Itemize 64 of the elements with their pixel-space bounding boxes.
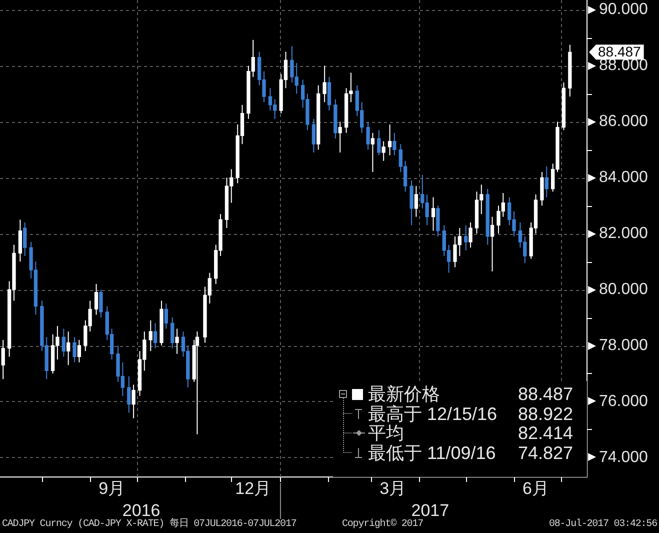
- candlestick: [62, 328, 66, 358]
- candlestick: [195, 331, 200, 435]
- candlestick: [18, 219, 22, 262]
- candlestick: [23, 222, 27, 256]
- candlestick: [431, 196, 436, 232]
- annotation: 最高于 12/15/16: [368, 404, 498, 424]
- annotation: 平均: [368, 423, 404, 443]
- annotation: 88.487: [518, 384, 573, 404]
- candlestick: [338, 121, 342, 153]
- candlestick: [1, 339, 5, 380]
- candlestick: [388, 124, 392, 156]
- candlestick: [164, 303, 168, 330]
- candlestick: [382, 140, 386, 162]
- y-tick-label: 76.000: [599, 392, 648, 410]
- candlestick: [544, 166, 548, 198]
- y-tick-label: 82.000: [599, 225, 648, 242]
- candlestick: [414, 186, 418, 218]
- x2-tick-label: 2017: [411, 500, 450, 520]
- x-tick-label: 6月: [522, 478, 549, 498]
- candlestick: [366, 121, 370, 150]
- candlestick: [490, 216, 494, 272]
- candlestick: [175, 328, 179, 354]
- candlestick: [540, 172, 544, 206]
- candlestick: [322, 65, 326, 103]
- y-tick-label: 74.000: [599, 448, 648, 466]
- y-tick-label: 80.000: [599, 280, 648, 298]
- candlestick: [312, 118, 316, 153]
- x-tick-label: 3月: [380, 478, 406, 498]
- y-tick-label: 90.000: [599, 1, 648, 18]
- candlestick: [148, 320, 152, 352]
- candlestick: [370, 132, 375, 173]
- y-tick-label: 88.000: [599, 57, 648, 74]
- annotation: 88.922: [518, 404, 573, 424]
- text: 08-Jul-2017 03:42:56: [548, 519, 657, 531]
- candlestick: [170, 317, 174, 349]
- y-tick-label: 86.000: [599, 113, 648, 130]
- x-tick-label: 12月: [235, 478, 272, 498]
- candlestick: [377, 130, 381, 156]
- candlestick: [66, 331, 70, 366]
- annotation: 82.414: [518, 423, 573, 443]
- candlestick: [94, 283, 98, 316]
- x-tick-label: 9月: [98, 478, 126, 498]
- candlestick: [392, 132, 396, 156]
- candlestick: [327, 76, 332, 112]
- candlestick: [153, 322, 158, 349]
- x2-tick-label: 2016: [122, 500, 160, 520]
- candlestick: [436, 205, 440, 237]
- candlestick: [410, 180, 414, 226]
- candlestick: [268, 88, 272, 112]
- text: CADJPY Curncy (CAD-JPY X-RATE) 每日 07JUL2016-07JUL2017: [2, 519, 296, 531]
- y-tick-label: 78.000: [599, 336, 648, 354]
- annotation: 74.827: [518, 442, 573, 462]
- candlestick: [72, 336, 76, 363]
- candlestick: [99, 289, 103, 318]
- candlestick: [127, 376, 131, 414]
- annotation: 88.487: [598, 43, 642, 60]
- y-tick-label: 84.000: [599, 169, 648, 186]
- candlestick: [132, 384, 136, 419]
- candlestick: [77, 339, 82, 363]
- annotation: 最新价格: [368, 384, 440, 404]
- candlestick: [468, 222, 472, 248]
- text: Copyright© 2017: [342, 519, 424, 531]
- candlestick: [464, 224, 468, 251]
- annotation: 最低于 11/09/16: [368, 442, 496, 462]
